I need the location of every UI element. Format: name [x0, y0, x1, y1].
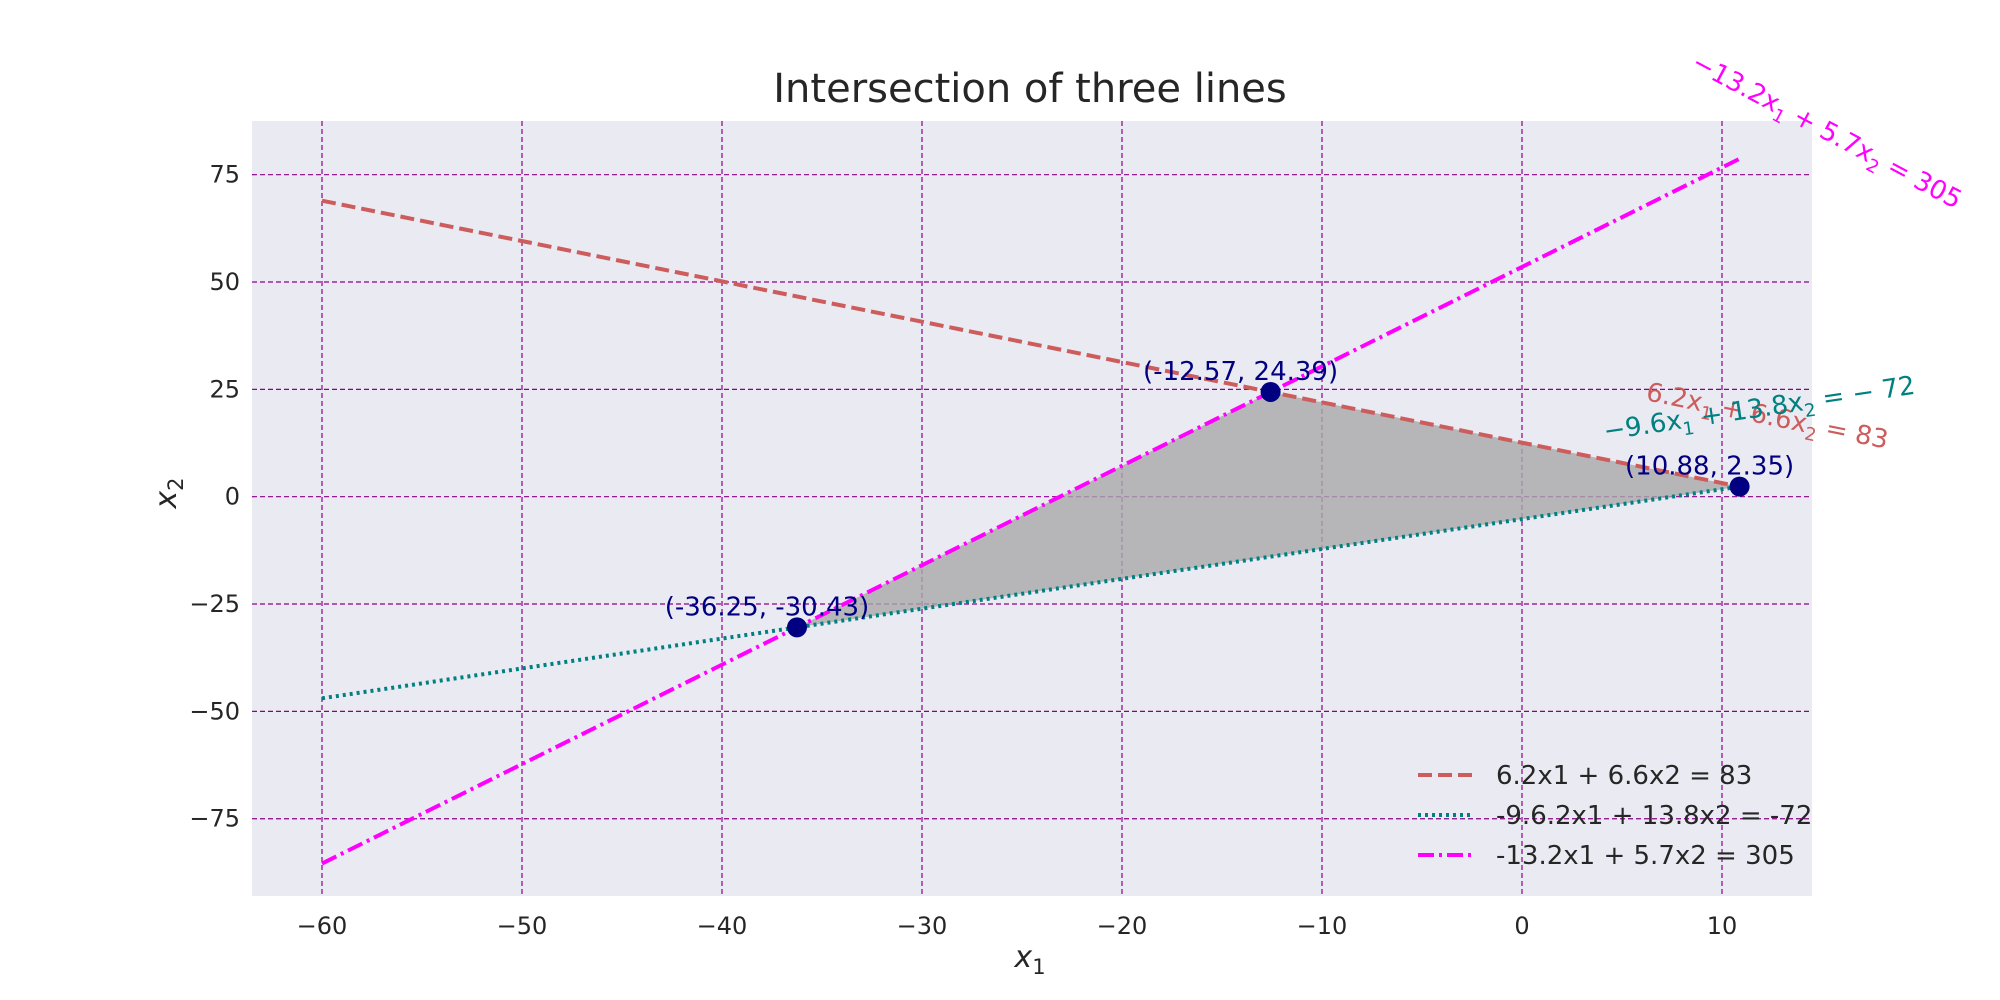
line-label-part: 1: [1681, 418, 1695, 440]
y-tick-label: −25: [189, 590, 240, 618]
chart-title: Intersection of three lines: [773, 66, 1287, 112]
y-axis-label-base: x: [149, 491, 184, 510]
legend-entry: -9.6.2x1 + 13.8x2 = -72: [1496, 801, 1812, 831]
legend: 6.2x1 + 6.6x2 = 83 -9.6.2x1 + 13.8x2 = -7…: [1418, 761, 1812, 871]
x-tick-label: 10: [1707, 912, 1738, 940]
line-label-part: 2: [1803, 423, 1818, 446]
y-tick-label: −75: [189, 805, 240, 833]
intersection-label: (10.88, 2.35): [1625, 452, 1794, 482]
x-tick-label: −10: [1297, 912, 1348, 940]
x-tick-label: −60: [297, 912, 348, 940]
tick-labels: −60 −50 −40 −30 −20 −10 0 10 −75 −50 −25 0 25 50 75: [189, 161, 1737, 940]
series-line-3: [321, 155, 1743, 866]
x-tick-label: −20: [1097, 912, 1148, 940]
x-tick-label: −40: [697, 912, 748, 940]
x-tick-label: 0: [1514, 912, 1529, 940]
y-tick-label: 0: [225, 483, 240, 511]
intersection-label: (-12.57, 24.39): [1143, 357, 1338, 387]
series-lines: [321, 155, 1743, 866]
legend-entry: -13.2x1 + 5.7x2 = 305: [1496, 841, 1795, 871]
x-axis-label-subscript: 1: [1032, 955, 1045, 979]
intersection-points: (-12.57, 24.39) (10.88, 2.35) (-36.25, -30…: [665, 357, 1794, 638]
feasible-region: [797, 391, 1740, 628]
x-tick-label: −50: [497, 912, 548, 940]
intersection-label: (-36.25, -30.43): [665, 592, 869, 622]
grid: [252, 121, 1812, 896]
y-tick-label: 75: [209, 161, 240, 189]
y-axis-label-subscript: 2: [164, 477, 188, 490]
y-tick-label: 25: [209, 375, 240, 403]
line-label-part: 2: [1803, 400, 1817, 422]
x-axis-label: x1: [1013, 940, 1045, 979]
y-axis-label: x2: [149, 477, 188, 509]
y-tick-label: 50: [209, 268, 240, 296]
legend-entry: 6.2x1 + 6.6x2 = 83: [1496, 761, 1752, 791]
intersection-point: [1729, 476, 1750, 497]
y-tick-label: −50: [189, 697, 240, 725]
intersection-point: [1260, 381, 1281, 402]
x-tick-label: −30: [897, 912, 948, 940]
intersection-point: [787, 617, 807, 638]
x-axis-label-base: x: [1013, 940, 1032, 975]
series-line-1: [321, 198, 1743, 490]
feasible-region-polygon: [797, 391, 1740, 628]
series-line-2: [321, 484, 1743, 701]
line-label-part: 1: [1698, 402, 1713, 425]
